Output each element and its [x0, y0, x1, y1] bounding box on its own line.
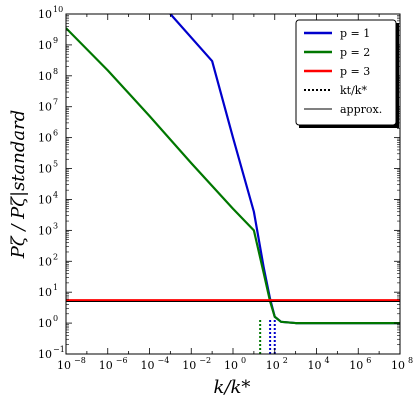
axis-ticks: 10 −8 10 −6 10 −4 10 −2 10 0 10 2 10 4 10 6 10 810 −110 010…: [38, 5, 413, 372]
series-line-p-2: [66, 27, 400, 325]
x-tick-exponent: 6: [366, 356, 371, 365]
x-tick-exponent: −2: [199, 356, 211, 365]
x-tick-exponent: −4: [158, 356, 170, 365]
y-tick-exponent: 4: [53, 190, 58, 199]
y-tick-exponent: 1: [53, 283, 58, 292]
y-tick-exponent: 10: [53, 5, 63, 14]
x-tick-label: 10: [224, 359, 238, 372]
y-tick-label: 10: [38, 8, 52, 21]
x-tick-exponent: −6: [116, 356, 128, 365]
y-tick-label: 10: [38, 317, 52, 330]
y-tick-exponent: 3: [53, 221, 58, 230]
x-tick-exponent: 2: [283, 356, 288, 365]
legend-label: approx.: [340, 103, 382, 116]
legend: p = 1 p = 2 p = 3 kt/k* approx.: [295, 19, 399, 128]
x-axis-label: k/k*: [214, 377, 251, 398]
legend-label: p = 3: [340, 65, 370, 78]
legend-label: p = 2: [340, 46, 370, 59]
legend-label: kt/k*: [340, 84, 367, 97]
y-tick-label: 10: [38, 70, 52, 83]
x-tick-label: 10: [182, 359, 196, 372]
y-tick-exponent: −1: [53, 345, 65, 354]
y-tick-label: 10: [38, 348, 52, 361]
y-tick-exponent: 7: [53, 98, 58, 107]
y-axis-label: Pζ / Pζ|standard: [8, 110, 29, 259]
y-tick-exponent: 5: [53, 160, 58, 169]
y-tick-label: 10: [38, 286, 52, 299]
x-tick-exponent: −8: [74, 356, 86, 365]
x-tick-label: 10: [266, 359, 280, 372]
x-tick-label: 10: [391, 359, 405, 372]
y-tick-label: 10: [38, 255, 52, 268]
y-tick-label: 10: [38, 101, 52, 114]
y-tick-exponent: 0: [53, 314, 58, 323]
y-tick-label: 10: [38, 193, 52, 206]
x-tick-label: 10: [141, 359, 155, 372]
y-tick-exponent: 2: [53, 252, 58, 261]
y-tick-label: 10: [38, 163, 52, 176]
x-tick-label: 10: [99, 359, 113, 372]
x-tick-label: 10: [308, 359, 322, 372]
axis-labels: k/k* Pζ / Pζ|standard: [8, 110, 250, 398]
y-tick-label: 10: [38, 39, 52, 52]
legend-label: p = 1: [340, 27, 370, 40]
x-tick-exponent: 0: [241, 356, 246, 365]
x-tick-exponent: 4: [325, 356, 330, 365]
legend-box: [295, 19, 397, 126]
y-tick-label: 10: [38, 132, 52, 145]
y-tick-exponent: 9: [53, 36, 58, 45]
x-tick-label: 10: [57, 359, 71, 372]
y-tick-label: 10: [38, 224, 52, 237]
y-tick-exponent: 6: [53, 129, 58, 138]
x-tick-exponent: 8: [408, 356, 413, 365]
x-tick-label: 10: [349, 359, 363, 372]
y-tick-exponent: 8: [53, 67, 58, 76]
